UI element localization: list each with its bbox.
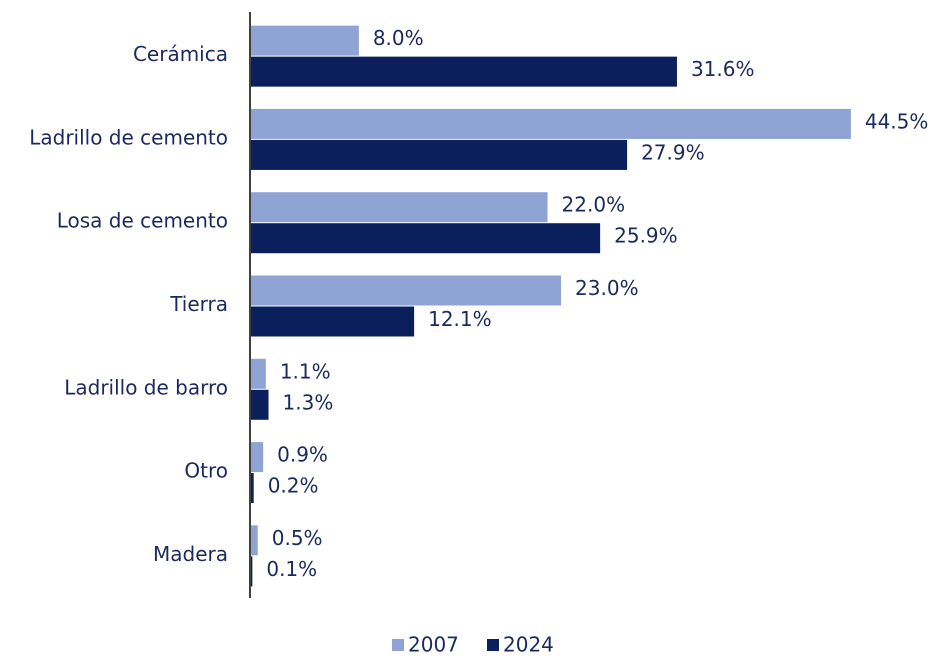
legend-swatch bbox=[392, 639, 404, 651]
bar bbox=[251, 56, 677, 87]
bar bbox=[251, 556, 253, 587]
data-label: 27.9% bbox=[641, 140, 705, 164]
legend-label: 2007 bbox=[408, 633, 459, 657]
data-label: 25.9% bbox=[614, 224, 678, 248]
data-label: 0.2% bbox=[268, 474, 319, 498]
y-tick-label: Cerámica bbox=[133, 42, 228, 66]
y-tick-label: Ladrillo de cemento bbox=[29, 125, 228, 149]
bar bbox=[251, 358, 266, 389]
bar bbox=[251, 223, 601, 254]
bar bbox=[251, 192, 548, 223]
bar bbox=[251, 473, 254, 504]
data-label: 23.0% bbox=[575, 276, 639, 300]
y-tick-label: Otro bbox=[184, 459, 228, 483]
data-label: 44.5% bbox=[865, 109, 929, 133]
bar bbox=[251, 525, 258, 556]
bar bbox=[251, 442, 264, 473]
data-label: 1.1% bbox=[280, 359, 331, 383]
y-tick-label: Tierra bbox=[169, 292, 228, 316]
bar bbox=[251, 139, 628, 170]
data-label: 8.0% bbox=[373, 26, 424, 50]
bar bbox=[251, 306, 415, 337]
data-label: 1.3% bbox=[283, 390, 334, 414]
bar bbox=[251, 25, 359, 56]
data-label: 31.6% bbox=[691, 57, 755, 81]
bar bbox=[251, 275, 562, 306]
bar bbox=[251, 389, 269, 420]
data-label: 12.1% bbox=[428, 307, 492, 331]
data-label: 0.1% bbox=[266, 557, 317, 581]
legend-swatch bbox=[487, 639, 499, 651]
y-tick-label: Losa de cemento bbox=[57, 209, 228, 233]
legend-label: 2024 bbox=[503, 633, 554, 657]
y-tick-label: Ladrillo de barro bbox=[64, 375, 228, 399]
data-label: 0.9% bbox=[277, 443, 328, 467]
y-tick-label: Madera bbox=[153, 542, 228, 566]
data-label: 0.5% bbox=[272, 526, 323, 550]
bar bbox=[251, 108, 851, 139]
data-label: 22.0% bbox=[562, 193, 626, 217]
